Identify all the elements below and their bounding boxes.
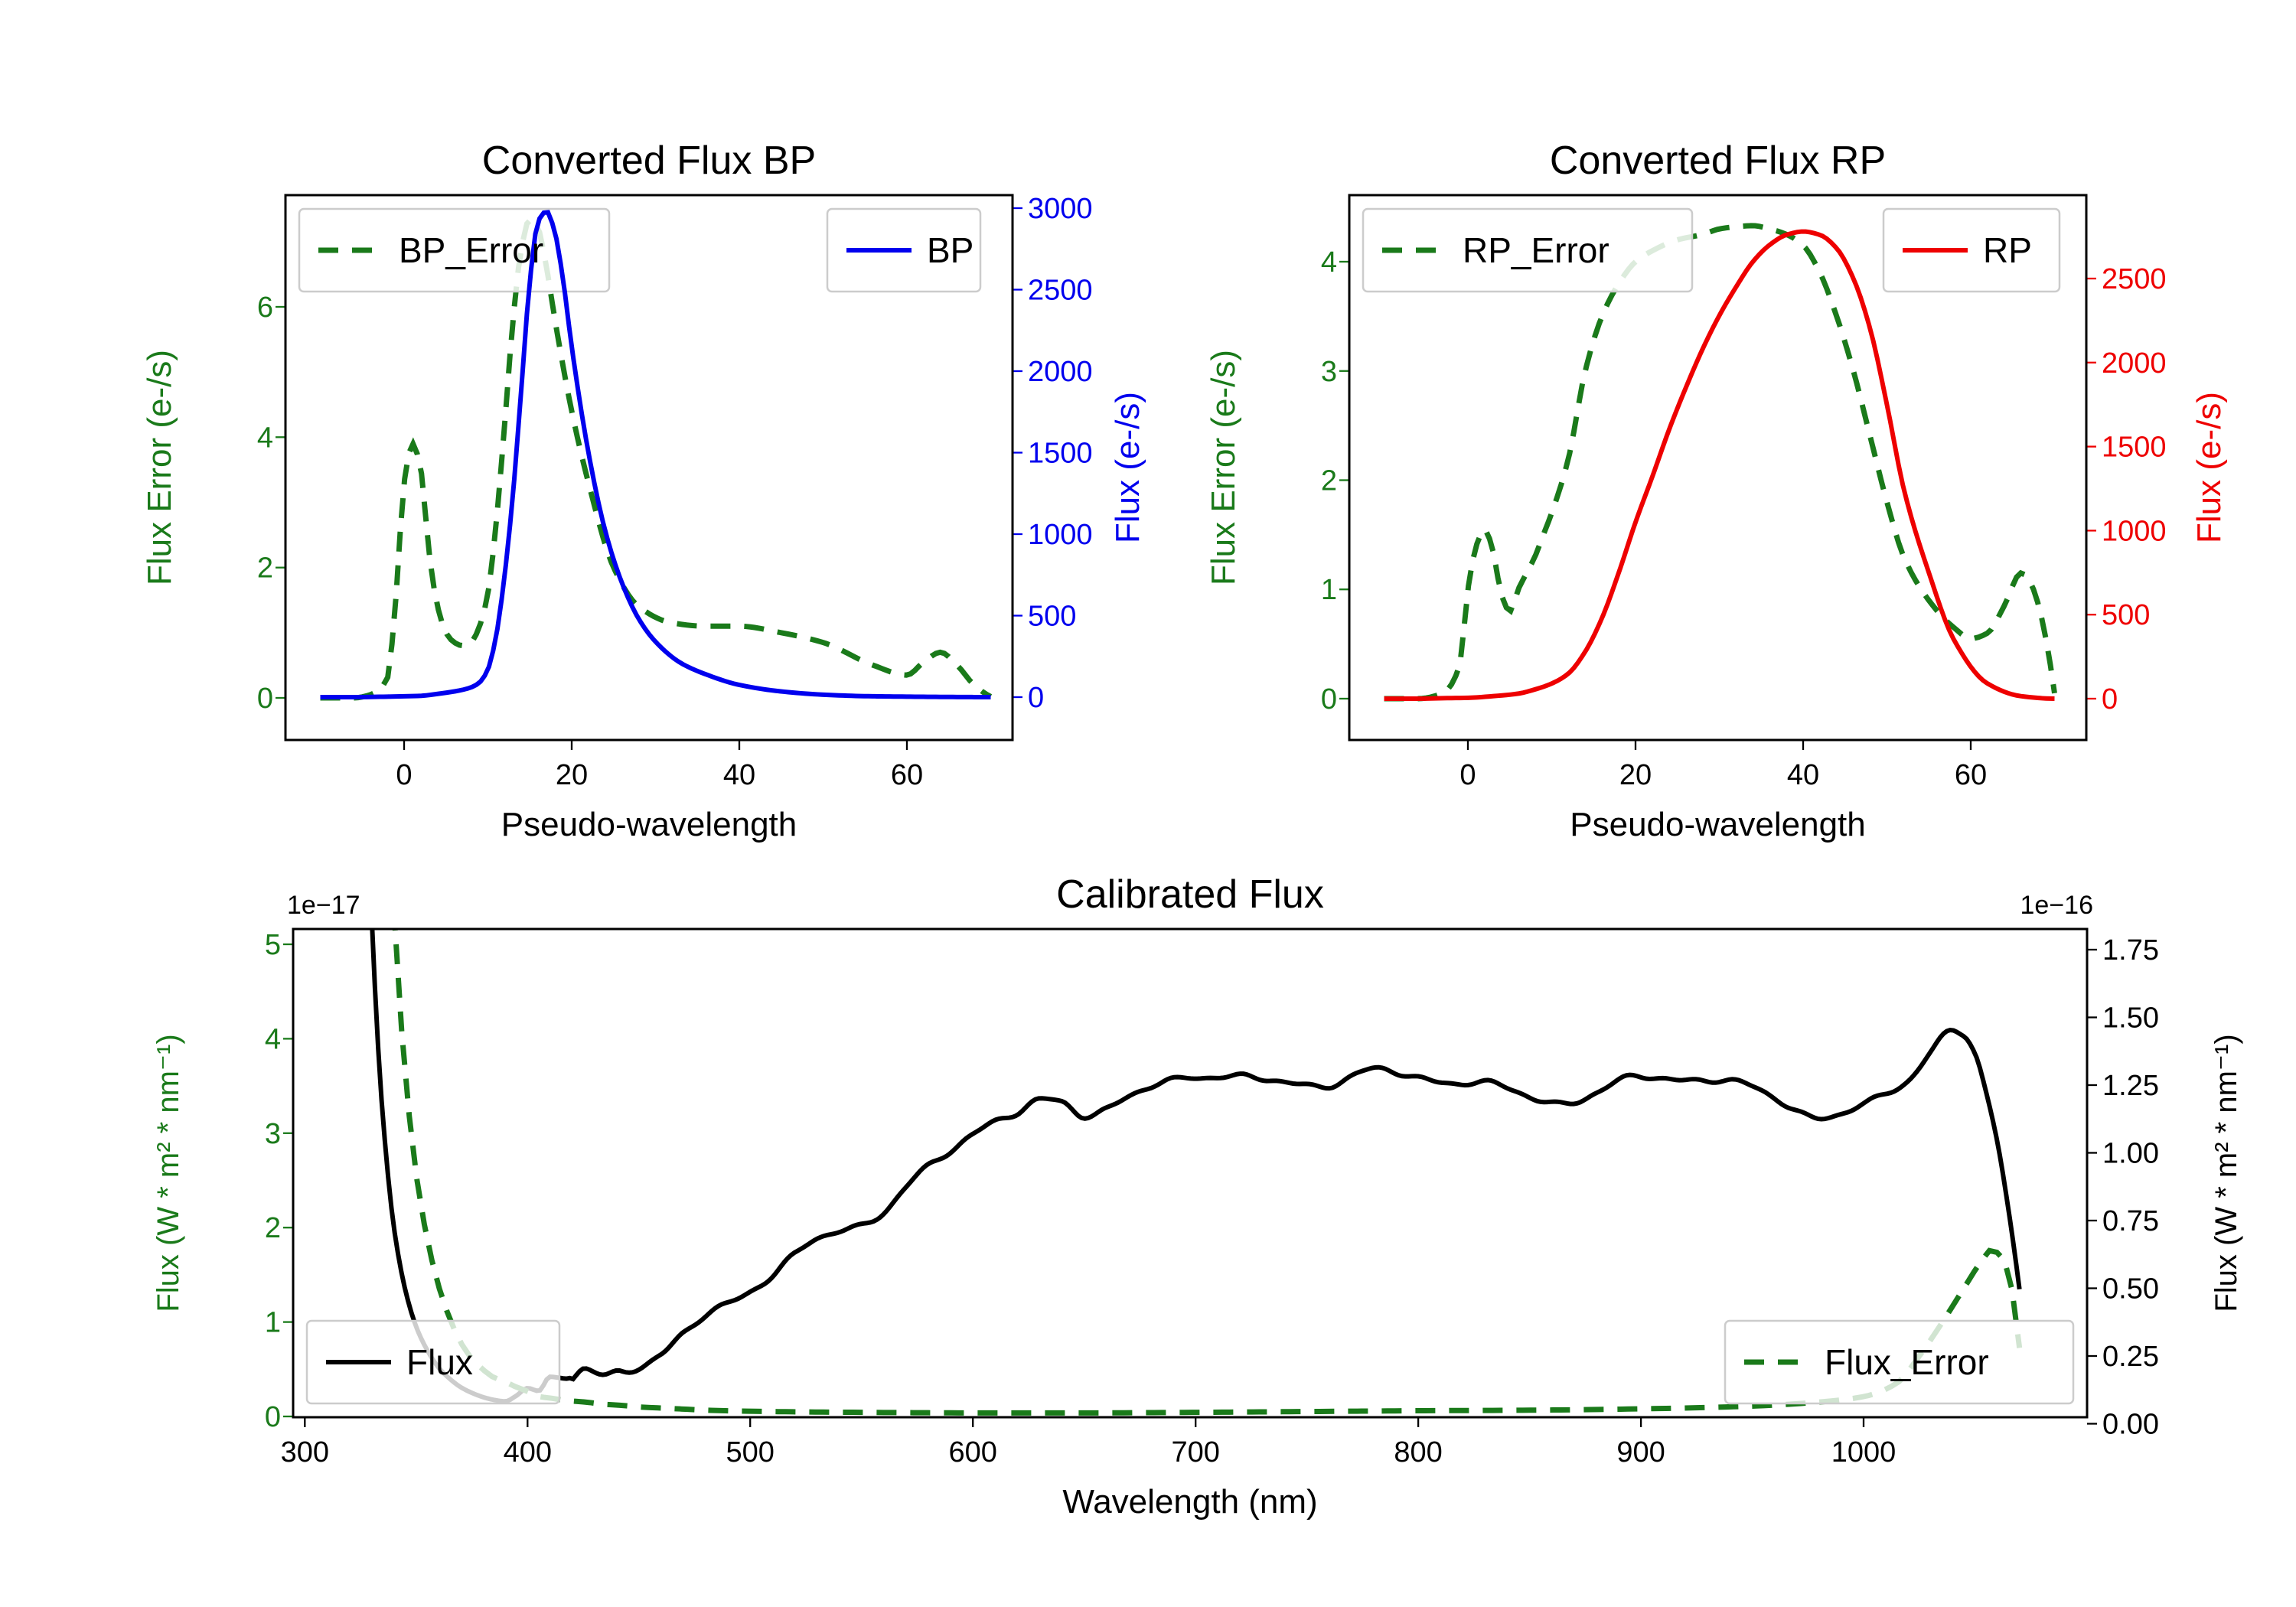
svg-text:RP_Error: RP_Error — [1463, 230, 1609, 270]
svg-text:40: 40 — [723, 759, 755, 791]
svg-text:Flux Error (e-/s): Flux Error (e-/s) — [141, 350, 178, 585]
svg-text:0: 0 — [1028, 682, 1044, 714]
svg-text:1.75: 1.75 — [2102, 934, 2159, 966]
svg-text:1000: 1000 — [1831, 1436, 1896, 1468]
svg-text:600: 600 — [948, 1436, 996, 1468]
svg-text:BP_Error: BP_Error — [399, 230, 543, 270]
svg-text:2000: 2000 — [2102, 347, 2167, 380]
svg-text:2500: 2500 — [2102, 263, 2167, 295]
svg-text:Flux: Flux — [406, 1342, 473, 1382]
svg-text:60: 60 — [891, 759, 923, 791]
svg-text:500: 500 — [726, 1436, 774, 1468]
svg-text:1e−16: 1e−16 — [2020, 891, 2094, 920]
svg-text:Converted Flux BP: Converted Flux BP — [482, 139, 816, 183]
svg-text:Calibrated Flux: Calibrated Flux — [1056, 872, 1324, 917]
svg-text:0.25: 0.25 — [2102, 1341, 2159, 1373]
svg-text:1000: 1000 — [1028, 519, 1093, 551]
svg-text:1e−17: 1e−17 — [287, 891, 360, 920]
svg-text:0: 0 — [257, 683, 273, 715]
svg-text:BP: BP — [927, 230, 974, 270]
svg-text:300: 300 — [281, 1436, 329, 1468]
svg-text:500: 500 — [1028, 601, 1076, 633]
svg-text:1: 1 — [1321, 574, 1337, 606]
svg-text:4: 4 — [1321, 246, 1337, 279]
svg-text:0: 0 — [1321, 683, 1337, 715]
svg-text:4: 4 — [257, 422, 273, 454]
svg-text:1: 1 — [265, 1307, 281, 1339]
svg-text:1000: 1000 — [2102, 515, 2167, 547]
svg-text:2500: 2500 — [1028, 275, 1093, 307]
svg-text:2: 2 — [265, 1212, 281, 1244]
svg-text:700: 700 — [1171, 1436, 1219, 1468]
svg-text:800: 800 — [1394, 1436, 1442, 1468]
svg-text:Wavelength (nm): Wavelength (nm) — [1062, 1483, 1317, 1521]
svg-text:1500: 1500 — [2102, 432, 2167, 464]
svg-text:500: 500 — [2102, 599, 2150, 631]
svg-text:Flux (W * m² * nm⁻¹): Flux (W * m² * nm⁻¹) — [2210, 1034, 2243, 1312]
svg-text:60: 60 — [1955, 759, 1987, 791]
svg-text:3: 3 — [265, 1118, 281, 1150]
svg-text:1500: 1500 — [1028, 438, 1093, 470]
svg-text:2: 2 — [1321, 465, 1337, 497]
svg-text:0: 0 — [265, 1401, 281, 1433]
svg-text:0.50: 0.50 — [2102, 1273, 2159, 1305]
svg-text:4: 4 — [265, 1023, 281, 1055]
svg-text:Pseudo-wavelength: Pseudo-wavelength — [1570, 806, 1865, 843]
svg-text:400: 400 — [504, 1436, 552, 1468]
svg-text:3: 3 — [1321, 356, 1337, 388]
svg-text:5: 5 — [265, 929, 281, 961]
svg-text:20: 20 — [556, 759, 588, 791]
svg-text:2: 2 — [257, 553, 273, 585]
svg-text:1.50: 1.50 — [2102, 1002, 2159, 1035]
svg-text:1.25: 1.25 — [2102, 1070, 2159, 1102]
svg-text:Pseudo-wavelength: Pseudo-wavelength — [501, 806, 797, 843]
svg-text:Flux Error (e-/s): Flux Error (e-/s) — [1205, 350, 1242, 585]
svg-text:Flux_Error: Flux_Error — [1825, 1342, 1989, 1382]
svg-text:RP: RP — [1983, 230, 2032, 270]
svg-text:0: 0 — [1459, 759, 1476, 791]
svg-text:2000: 2000 — [1028, 356, 1093, 388]
svg-text:3000: 3000 — [1028, 193, 1093, 225]
svg-text:Converted Flux RP: Converted Flux RP — [1550, 139, 1886, 183]
svg-text:Flux (W * m² * nm⁻¹): Flux (W * m² * nm⁻¹) — [152, 1034, 185, 1312]
svg-text:40: 40 — [1787, 759, 1819, 791]
svg-text:0.00: 0.00 — [2102, 1409, 2159, 1441]
svg-text:Flux (e-/s): Flux (e-/s) — [1109, 392, 1146, 543]
svg-text:6: 6 — [257, 292, 273, 324]
svg-text:Flux (e-/s): Flux (e-/s) — [2190, 392, 2228, 543]
svg-text:20: 20 — [1619, 759, 1652, 791]
svg-text:900: 900 — [1616, 1436, 1665, 1468]
svg-text:0.75: 0.75 — [2102, 1205, 2159, 1237]
svg-text:1.00: 1.00 — [2102, 1138, 2159, 1170]
svg-text:0: 0 — [2102, 683, 2118, 715]
svg-text:0: 0 — [396, 759, 412, 791]
